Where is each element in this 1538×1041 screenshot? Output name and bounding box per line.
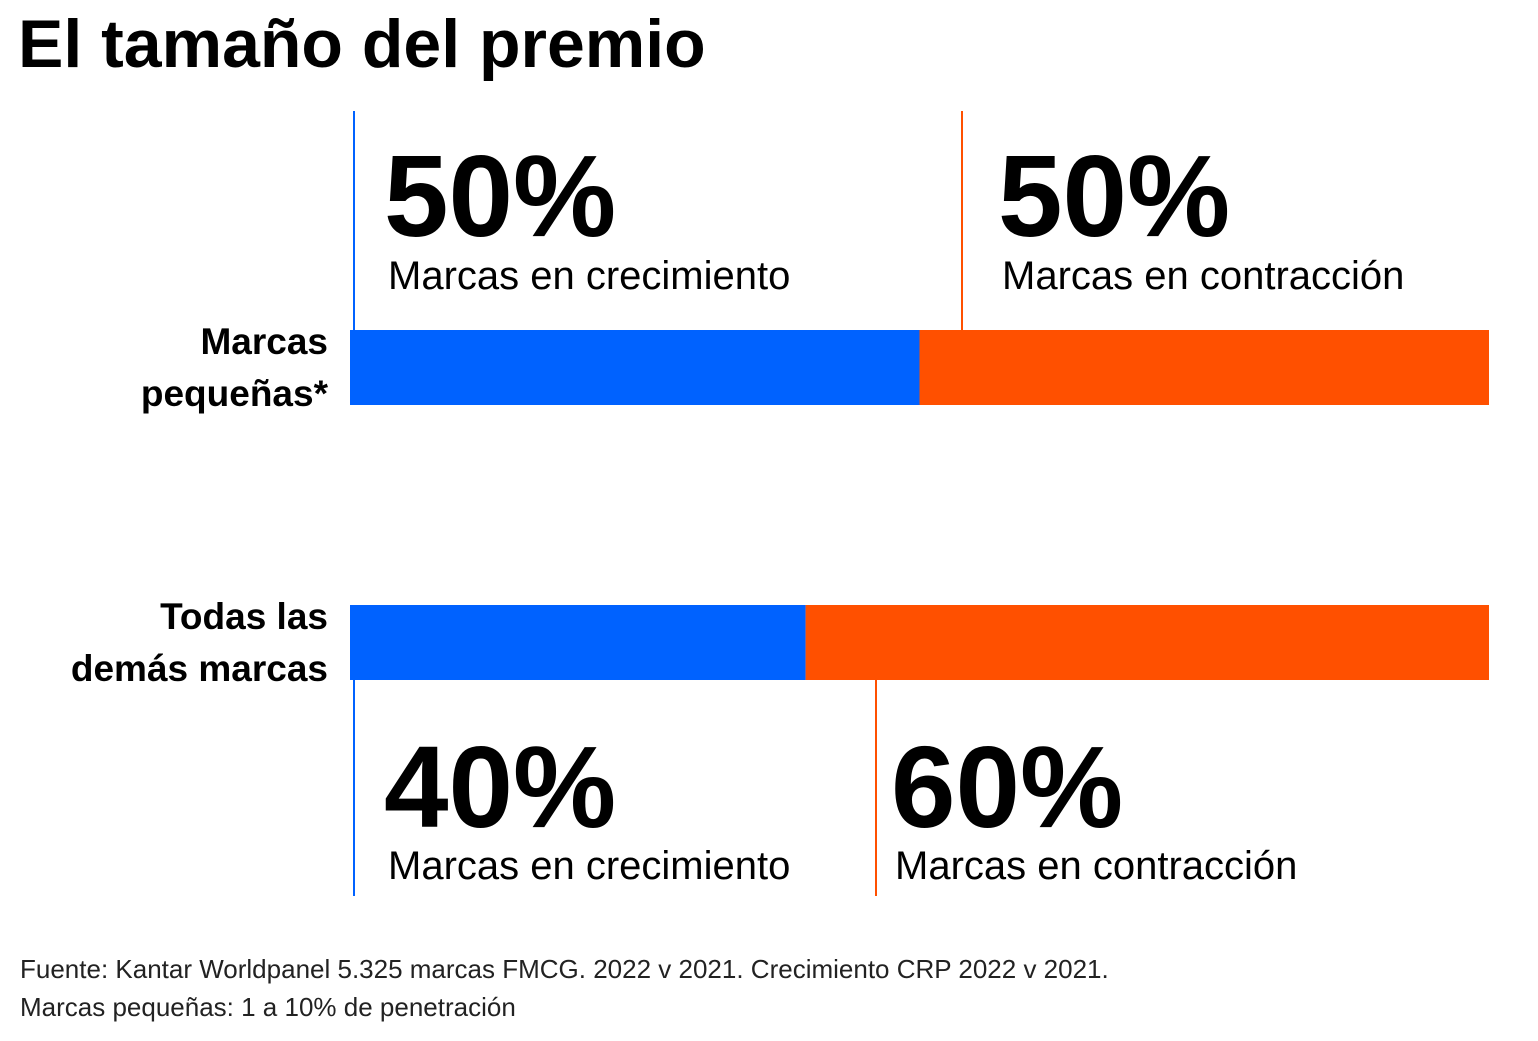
growing-percent-2: 40% bbox=[384, 722, 616, 852]
shrinking-series-label-2: Marcas en contracción bbox=[895, 844, 1297, 888]
bar-growing-2 bbox=[350, 605, 806, 680]
chart-title: El tamaño del premio bbox=[18, 6, 706, 82]
category-label-1-line-2: pequeñas* bbox=[141, 373, 329, 414]
growing-series-label-1: Marcas en crecimiento bbox=[388, 254, 790, 298]
bar-growing-1 bbox=[350, 330, 920, 405]
growing-series-label-2: Marcas en crecimiento bbox=[388, 844, 790, 888]
shrinking-percent-2: 60% bbox=[891, 722, 1123, 852]
category-label-2-line-2: demás marcas bbox=[71, 648, 328, 689]
category-label-2-line-1: Todas las bbox=[160, 596, 328, 637]
source-footnote: Fuente: Kantar Worldpanel 5.325 marcas F… bbox=[20, 950, 1109, 1026]
bar-shrinking-2 bbox=[805, 605, 1489, 680]
growing-percent-1: 50% bbox=[384, 131, 616, 261]
shrinking-series-label-1: Marcas en contracción bbox=[1002, 254, 1404, 298]
footnote-line-2: Marcas pequeñas: 1 a 10% de penetración bbox=[20, 992, 516, 1022]
shrinking-percent-1: 50% bbox=[998, 131, 1230, 261]
bar-shrinking-1 bbox=[919, 330, 1489, 405]
footnote-line-1: Fuente: Kantar Worldpanel 5.325 marcas F… bbox=[20, 954, 1109, 984]
category-label-1-line-1: Marcas bbox=[200, 321, 328, 362]
